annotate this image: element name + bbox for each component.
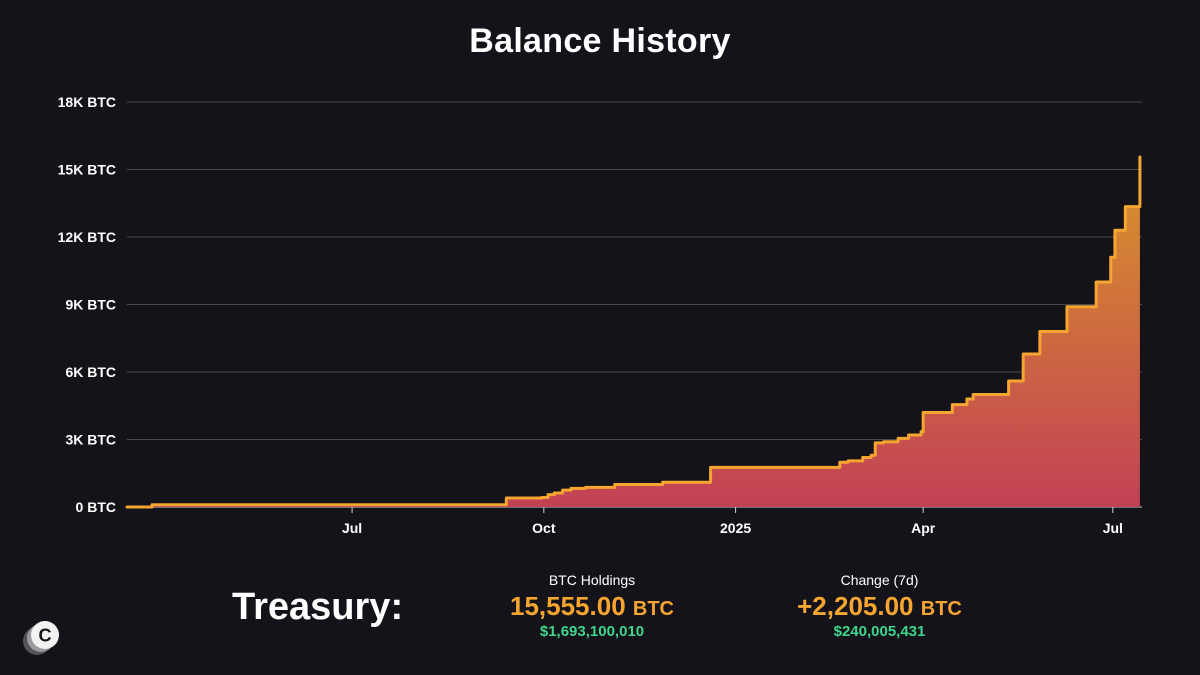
c-coin-logo-icon: C xyxy=(23,621,59,655)
x-tick-label: Oct xyxy=(532,520,556,536)
y-tick-label: 6K BTC xyxy=(65,364,116,380)
btc-holdings-stat: BTC Holdings 15,555.00 BTC $1,693,100,01… xyxy=(487,572,697,640)
x-tick-label: Apr xyxy=(911,520,936,536)
logo-letter: C xyxy=(39,626,52,646)
y-tick-label: 15K BTC xyxy=(58,162,116,178)
btc-holdings-value: 15,555.00 xyxy=(509,591,626,621)
change-7d-heading: Change (7d) xyxy=(840,572,919,588)
chart-title: Balance History xyxy=(469,22,731,60)
btc-holdings-unit: BTC xyxy=(632,598,674,620)
y-tick-label: 3K BTC xyxy=(65,432,116,448)
y-tick-label: 18K BTC xyxy=(58,94,116,110)
change-7d-unit: BTC xyxy=(920,598,962,620)
treasury-label: Treasury: xyxy=(232,586,404,628)
balance-history-chart: 0 BTC 3K BTC 6K BTC 9K BTC 12K BTC 15K BTC 18K… xyxy=(58,94,1142,536)
btc-holdings-heading: BTC Holdings xyxy=(548,572,636,588)
x-tick-label: 2025 xyxy=(720,520,751,536)
balance-area-fill xyxy=(127,157,1140,507)
balance-step-line xyxy=(125,155,1142,509)
y-tick-label: 9K BTC xyxy=(65,297,116,313)
change-7d-stat: Change (7d) +2,205.00 BTC $240,005,431 xyxy=(772,572,987,640)
x-tick-label: Jul xyxy=(1103,520,1123,536)
y-tick-label: 0 BTC xyxy=(76,499,116,515)
change-7d-value: +2,205.00 xyxy=(797,591,914,621)
btc-holdings-usd: $1,693,100,010 xyxy=(539,622,645,640)
y-tick-label: 12K BTC xyxy=(58,229,116,245)
change-7d-value-row: +2,205.00 BTC xyxy=(772,592,987,621)
btc-holdings-value-row: 15,555.00 BTC xyxy=(487,592,697,621)
change-7d-usd: $240,005,431 xyxy=(833,622,926,640)
x-tick-label: Jul xyxy=(342,520,362,536)
